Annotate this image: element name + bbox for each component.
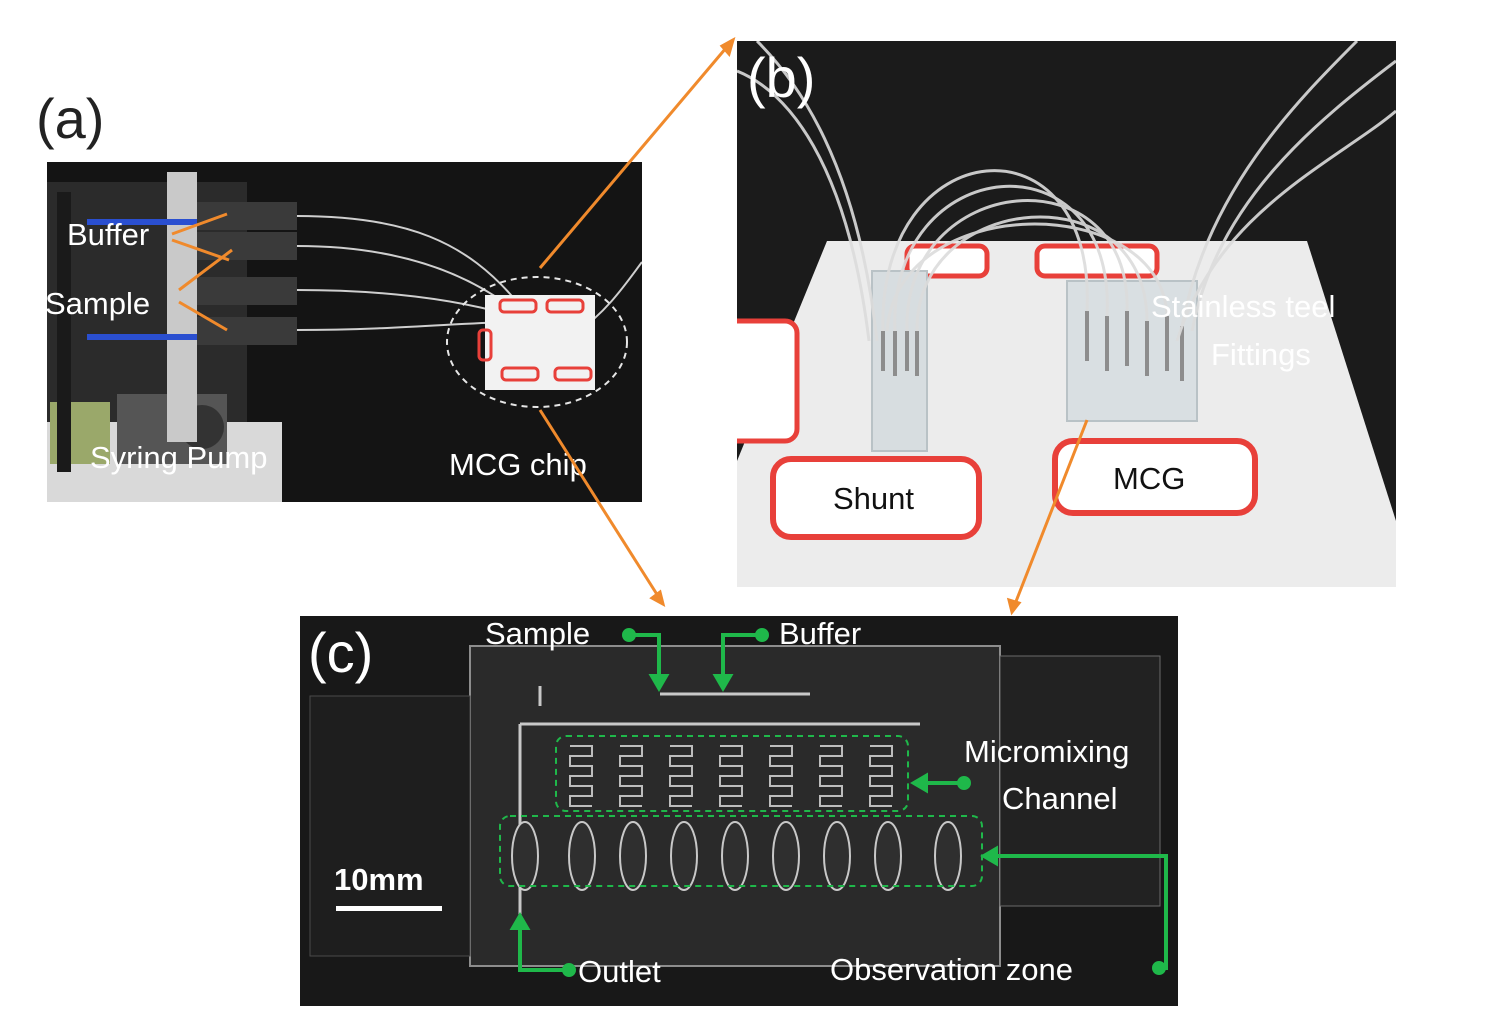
panel-b-letter: (b)	[747, 46, 816, 109]
mixer-group	[569, 745, 893, 807]
mcg-chip-label: MCG chip	[449, 447, 587, 482]
micromixing-label-line2: Channel	[1002, 781, 1118, 816]
buffer-label-c: Buffer	[779, 616, 862, 651]
fittings-label-line1: Stainless teel	[1151, 289, 1336, 324]
panel-a-letter: (a)	[36, 87, 105, 150]
panel-b-scene	[737, 41, 1396, 587]
panel-c-photo: (c) Sample Buffer Micromixing Channel 10…	[300, 616, 1178, 1006]
panel-a-scene	[47, 172, 642, 502]
scale-bar	[336, 906, 442, 911]
syringe-pump-label: Syring Pump	[90, 440, 268, 475]
mcg-label: MCG	[1113, 461, 1186, 496]
sample-label-c: Sample	[485, 616, 591, 651]
outlet-label: Outlet	[578, 954, 661, 989]
micromixing-label-line1: Micromixing	[964, 734, 1130, 769]
panel-c-letter: (c)	[308, 621, 374, 684]
buffer-label-a: Buffer	[67, 217, 150, 252]
panel-c-scene	[309, 628, 1168, 977]
observation-zone-label: Observation zone	[830, 952, 1073, 987]
panel-a-photo: Buffer Sample Syring Pump MCG chip	[47, 162, 642, 502]
shunt-label: Shunt	[833, 481, 915, 516]
sample-label-a: Sample	[47, 286, 151, 321]
panel-b-photo: (b) Stainless teel Fittings Shunt MCG	[737, 41, 1396, 587]
fittings-label-line2: Fittings	[1211, 337, 1311, 372]
scale-label: 10mm	[334, 862, 424, 897]
